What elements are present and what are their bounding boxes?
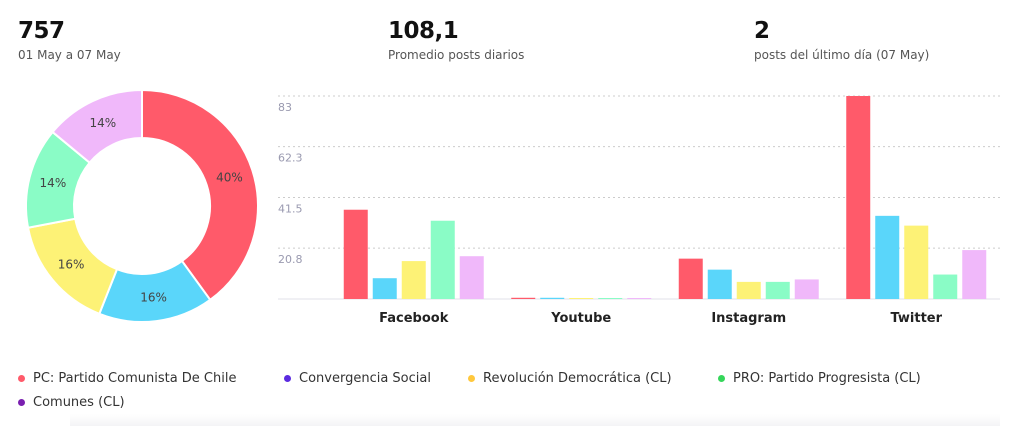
bar[interactable]	[736, 281, 761, 299]
bottom-fade	[70, 414, 1000, 426]
y-tick-label: 41.5	[278, 203, 303, 216]
legend-dot-icon	[284, 375, 291, 382]
legend-item[interactable]: Revolución Democrática (CL)	[468, 371, 672, 386]
legend-dot-icon	[718, 375, 725, 382]
bar[interactable]	[933, 274, 958, 299]
legend-dot-icon	[18, 375, 25, 382]
legend-item[interactable]: PRO: Partido Progresista (CL)	[718, 371, 921, 386]
legend-label: Revolución Democrática (CL)	[483, 371, 672, 386]
bar[interactable]	[401, 261, 426, 299]
y-tick-label: 20.8	[278, 253, 303, 266]
bar[interactable]	[511, 297, 536, 299]
last-day-label: posts del último día (07 May)	[754, 48, 930, 62]
total-posts-stat: 757 01 May a 07 May	[18, 16, 121, 62]
legend-label: PRO: Partido Progresista (CL)	[733, 371, 921, 386]
slice-percent-label: 16%	[140, 290, 167, 304]
bar[interactable]	[875, 215, 900, 299]
slice-percent-label: 16%	[58, 258, 85, 272]
slice-percent-label: 14%	[89, 116, 116, 130]
daily-average-stat: 108,1 Promedio posts diarios	[388, 16, 524, 62]
legend-item[interactable]: Convergencia Social	[284, 371, 431, 386]
legend-dot-icon	[18, 399, 25, 406]
bar[interactable]	[627, 298, 652, 299]
total-posts-value: 757	[18, 18, 65, 44]
slice-percent-label: 40%	[216, 171, 243, 185]
bar[interactable]	[904, 225, 929, 299]
bar[interactable]	[430, 220, 455, 299]
donut-slice[interactable]	[141, 88, 259, 302]
share-donut-chart: 40% 16% 16% 14% 14%	[25, 88, 259, 323]
x-category-label: Facebook	[379, 311, 449, 326]
slice-percent-label: 14%	[40, 176, 67, 190]
bar[interactable]	[372, 278, 397, 299]
daily-average-value: 108,1	[388, 18, 459, 44]
bar[interactable]	[540, 297, 565, 299]
x-category-label: Twitter	[890, 311, 942, 326]
bar[interactable]	[678, 258, 703, 299]
bar[interactable]	[569, 298, 594, 299]
legend-label: Comunes (CL)	[33, 395, 125, 410]
legend-dot-icon	[468, 375, 475, 382]
legend-item[interactable]: PC: Partido Comunista De Chile	[18, 371, 236, 386]
bar[interactable]	[846, 96, 871, 299]
bar[interactable]	[794, 279, 819, 299]
legend-label: Convergencia Social	[299, 371, 431, 386]
bar[interactable]	[707, 269, 732, 299]
bar[interactable]	[598, 298, 623, 299]
daily-average-label: Promedio posts diarios	[388, 48, 525, 62]
y-tick-label: 83	[278, 101, 292, 114]
x-category-label: Instagram	[711, 311, 786, 326]
last-day-stat: 2 posts del último día (07 May)	[754, 16, 929, 62]
bar[interactable]	[459, 256, 484, 299]
bar[interactable]	[962, 250, 987, 299]
bar[interactable]	[343, 209, 368, 299]
x-category-label: Youtube	[550, 311, 611, 326]
donut-slice[interactable]	[51, 88, 143, 165]
posts-bar-chart: 20.8 41.5 62.3 83 Facebook Youtube Instagram Tw…	[278, 95, 1000, 326]
legend-item[interactable]: Comunes (CL)	[18, 395, 125, 410]
y-tick-label: 62.3	[278, 152, 303, 165]
bar[interactable]	[765, 281, 790, 299]
last-day-value: 2	[754, 18, 770, 44]
legend-label: PC: Partido Comunista De Chile	[33, 371, 237, 386]
date-range-label: 01 May a 07 May	[18, 48, 121, 62]
